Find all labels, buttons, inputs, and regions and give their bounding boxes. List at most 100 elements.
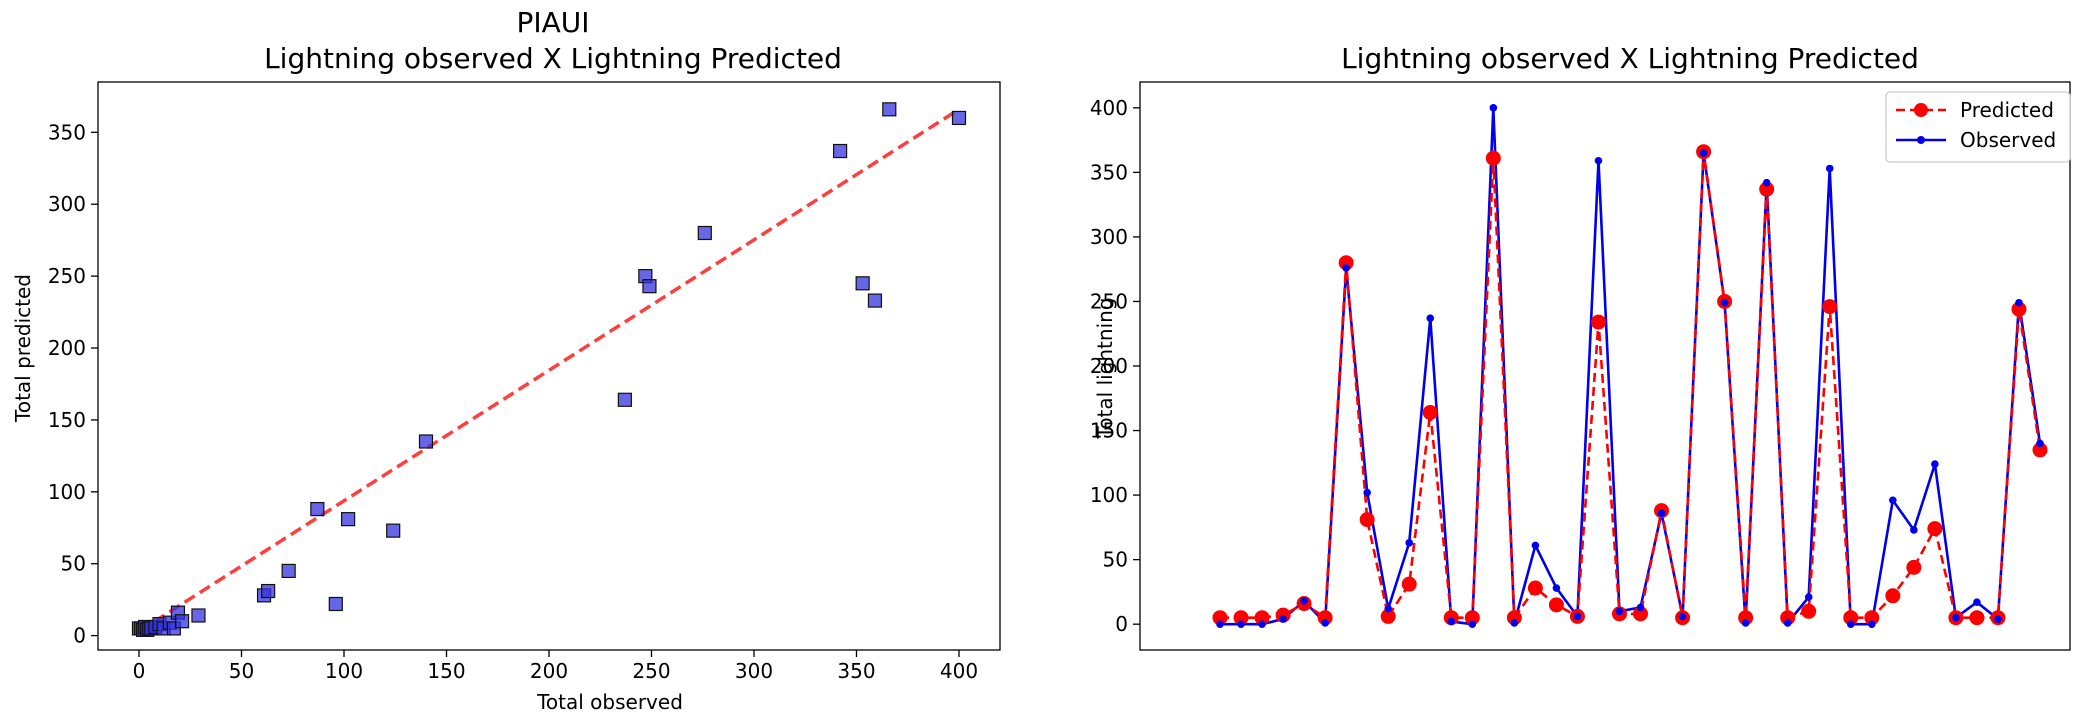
scatter-point — [867, 293, 883, 308]
y-tick-label: 150 — [48, 408, 86, 432]
right-y-tick-label: 300 — [1090, 225, 1128, 249]
observed-point — [1678, 612, 1687, 621]
observed-point — [1762, 178, 1771, 187]
predicted-point — [1464, 610, 1480, 626]
right-y-tick-label: 250 — [1090, 289, 1128, 313]
predicted-point — [1843, 610, 1859, 626]
scatter-point — [697, 225, 712, 241]
x-tick-label: 350 — [837, 659, 875, 683]
predicted-point — [1885, 588, 1901, 604]
legend: Predicted Observed — [1885, 91, 2071, 163]
scatter-point — [174, 614, 190, 629]
observed-point — [1279, 615, 1287, 623]
observed-point — [1657, 509, 1666, 517]
scatter-point — [617, 392, 632, 407]
predicted-point — [1212, 610, 1228, 626]
observed-point — [1741, 619, 1750, 627]
scatter-points — [131, 102, 967, 637]
x-tick-label: 50 — [229, 659, 254, 683]
x-tick-label: 100 — [325, 659, 363, 683]
scatter-point — [882, 102, 897, 117]
observed-point — [1237, 620, 1245, 628]
legend-predicted-marker — [1914, 103, 1928, 117]
y-axis-label: Total predicted — [11, 274, 35, 423]
predicted-point — [2032, 442, 2048, 458]
observed-markers — [1216, 104, 2044, 628]
observed-point — [1973, 598, 1981, 607]
predicted-point — [1233, 610, 1249, 626]
predicted-point — [1780, 610, 1796, 626]
predicted-point — [1527, 580, 1543, 596]
y-axis-ticks: 0 50 100 150 200 250 300 350 — [48, 120, 98, 648]
observed-point — [1846, 620, 1855, 628]
y-tick-label: 100 — [48, 480, 86, 504]
y-tick-label: 250 — [48, 264, 86, 288]
scatter-point — [261, 583, 276, 599]
x-tick-label: 250 — [632, 659, 670, 683]
scatter-point — [191, 608, 206, 623]
observed-point — [1363, 488, 1371, 497]
x-axis-ticks: 0 50 100 150 200 250 300 350 400 — [133, 650, 978, 683]
predicted-point — [1338, 255, 1354, 271]
y-tick-label: 50 — [61, 552, 86, 576]
observed-point — [1699, 149, 1708, 157]
observed-line — [1220, 107, 2042, 627]
x-tick-label: 300 — [735, 659, 773, 683]
scatter-point — [328, 596, 343, 612]
scatter-point — [310, 501, 325, 517]
right-y-tick-label: 100 — [1090, 483, 1128, 507]
predicted-point — [1506, 610, 1522, 626]
observed-point — [1405, 539, 1414, 547]
y-tick-label: 350 — [48, 120, 86, 144]
scatter-point — [642, 279, 657, 294]
observed-point — [1720, 298, 1729, 307]
scatter-point — [341, 512, 356, 527]
right-y-tick-label: 350 — [1090, 160, 1128, 184]
predicted-point — [1969, 610, 1985, 626]
predicted-point — [1738, 610, 1754, 626]
predicted-point — [2011, 301, 2027, 317]
right-y-tick-label: 400 — [1090, 96, 1128, 120]
observed-point — [1636, 603, 1645, 612]
observed-point — [1783, 619, 1792, 627]
scatter-point — [281, 563, 296, 579]
scatter-point — [832, 143, 848, 159]
observed-point — [1447, 617, 1456, 626]
right-chart-title: Lightning observed X Lightning Predicted — [1341, 42, 1919, 75]
observed-point — [1615, 607, 1624, 616]
observed-point — [1994, 615, 2002, 623]
x-axis-label: Total observed — [536, 690, 683, 714]
observed-point — [1825, 164, 1834, 173]
predicted-point — [1927, 521, 1943, 537]
right-y-tick-label: 200 — [1090, 354, 1128, 378]
left-chart-title: PIAUI — [516, 6, 590, 39]
observed-point — [1468, 620, 1477, 628]
scatter-point — [951, 110, 967, 126]
predicted-point — [1359, 512, 1375, 528]
observed-point — [1552, 584, 1561, 592]
right-y-tick-label: 0 — [1115, 612, 1128, 636]
observed-point — [1489, 104, 1498, 112]
observed-point — [2015, 298, 2023, 307]
predicted-point — [1485, 150, 1501, 166]
predicted-point — [1633, 606, 1649, 622]
observed-point — [1531, 541, 1540, 550]
predicted-point — [1254, 610, 1270, 626]
x-tick-label: 0 — [133, 659, 146, 683]
y-tick-label: 200 — [48, 336, 86, 360]
scatter-point — [418, 434, 434, 449]
observed-point — [1510, 619, 1519, 627]
predicted-point — [1317, 610, 1333, 626]
observed-point — [2036, 439, 2044, 448]
y-tick-label: 300 — [48, 192, 86, 216]
observed-point — [1804, 593, 1813, 601]
observed-point — [1342, 264, 1350, 272]
predicted-point — [1822, 299, 1838, 315]
scatter-point — [855, 276, 870, 291]
x-tick-label: 400 — [940, 659, 978, 683]
observed-point — [1867, 620, 1876, 628]
right-y-axis-label: Total lightning — [1093, 298, 1117, 440]
fit-line — [138, 107, 960, 633]
observed-point — [1573, 612, 1582, 621]
